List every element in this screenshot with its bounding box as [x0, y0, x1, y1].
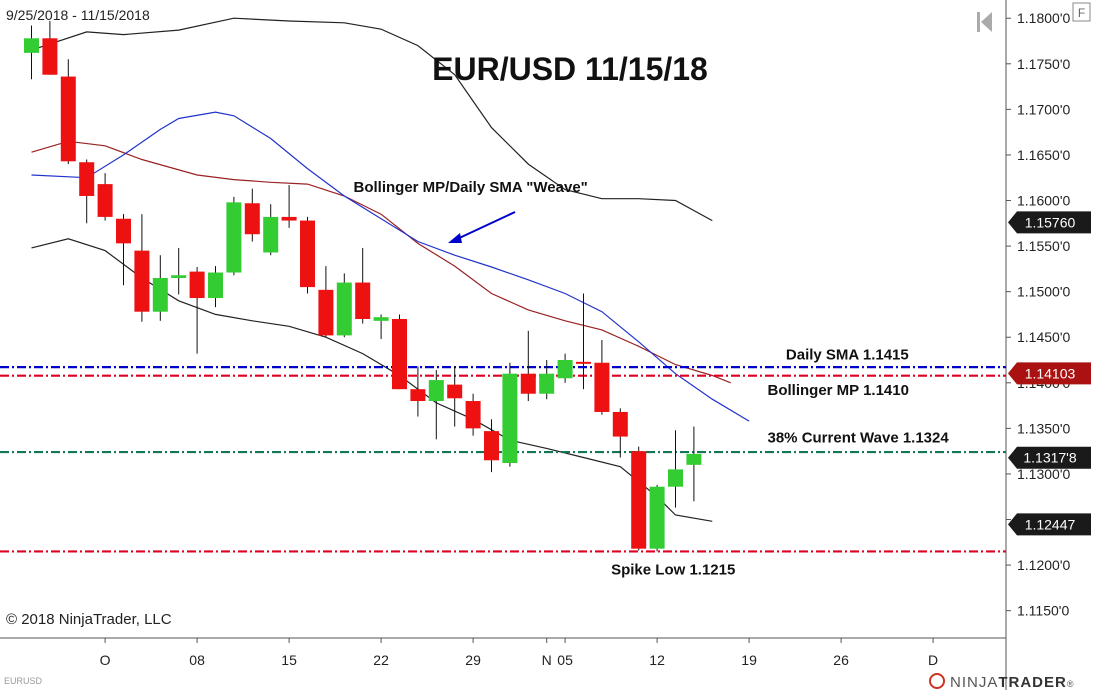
time-tick-label: 22 — [373, 652, 389, 668]
time-tick-label: 12 — [649, 652, 665, 668]
candle-down — [318, 289, 334, 336]
candle-down — [116, 218, 131, 244]
candle-up — [649, 486, 665, 549]
time-tick-label: 26 — [833, 652, 849, 668]
bollinger-lower-line — [31, 238, 713, 522]
time-tick-label: 08 — [189, 652, 205, 668]
price-tick-label: 1.1300'0 — [1017, 466, 1070, 482]
price-tick-label: 1.1350'0 — [1017, 420, 1070, 436]
candle-down — [612, 411, 628, 437]
candle-up — [668, 469, 683, 487]
price-tag-box — [1008, 211, 1091, 234]
candle-down — [60, 76, 76, 162]
candle-up — [539, 373, 555, 394]
price-tag-label: 1.14103 — [1025, 365, 1076, 381]
time-tick-label: N — [542, 652, 552, 668]
candle-up — [428, 380, 444, 402]
f-button[interactable]: F — [1072, 2, 1091, 22]
candle-down — [576, 361, 591, 364]
price-tick-label: 1.1800'0 — [1017, 10, 1070, 26]
time-tick-label: 29 — [465, 652, 481, 668]
symbol-label: EURUSD — [4, 676, 43, 686]
candle-up — [171, 275, 187, 278]
price-tick-label: 1.1150'0 — [1017, 603, 1069, 619]
annotation-label: Spike Low 1.1215 — [611, 562, 735, 579]
candle-down — [631, 451, 647, 549]
price-tick-label: 1.1450'0 — [1017, 329, 1070, 345]
price-tag-box — [1008, 513, 1091, 536]
candle-up — [557, 360, 573, 379]
candle-up — [686, 453, 702, 465]
candle-down — [42, 38, 58, 75]
candle-down — [410, 389, 426, 402]
daily-sma-line — [31, 140, 731, 384]
annotation-label: 38% Current Wave 1.1324 — [768, 429, 950, 446]
candle-down — [520, 373, 536, 394]
candle-down — [594, 362, 610, 412]
brand-sub: TRADER — [998, 674, 1067, 690]
price-tag-box — [1008, 362, 1091, 385]
f-button-label: F — [1078, 6, 1085, 20]
candle-up — [226, 202, 242, 273]
svg-text:NINJATRADER®: NINJATRADER® — [950, 674, 1074, 690]
price-tag-label: 1.12447 — [1025, 516, 1076, 532]
candle-up — [24, 38, 39, 53]
candle-up — [373, 317, 389, 321]
price-tick-label: 1.1550'0 — [1017, 238, 1070, 254]
brand-main: NINJA — [950, 674, 998, 690]
annotation-label: Bollinger MP/Daily SMA "Weave" — [354, 179, 588, 196]
candle-up — [208, 272, 223, 299]
time-tick-label: 19 — [741, 652, 757, 668]
candle-down — [244, 203, 260, 235]
candlesticks — [24, 20, 702, 552]
candle-up — [152, 277, 168, 312]
price-tag-label: 1.15760 — [1025, 214, 1076, 230]
candle-up — [263, 216, 279, 253]
price-tick-label: 1.1500'0 — [1017, 284, 1070, 300]
candle-down — [97, 184, 113, 217]
annotation-label: Daily SMA 1.1415 — [786, 347, 909, 364]
scroll-to-start-icon[interactable] — [977, 12, 992, 32]
candle-down — [484, 431, 499, 461]
annotation-label: Bollinger MP 1.1410 — [768, 382, 909, 399]
candle-down — [300, 220, 315, 288]
annotations: Bollinger MP/Daily SMA "Weave" Daily SMA … — [354, 179, 950, 579]
copyright-text: © 2018 NinjaTrader, LLC — [6, 611, 172, 628]
candle-down — [465, 401, 481, 429]
bollinger-mid-line — [31, 111, 750, 422]
price-tick-label: 1.1600'0 — [1017, 193, 1070, 209]
price-tick-label: 1.1700'0 — [1017, 101, 1070, 117]
candle-down — [392, 319, 407, 390]
candle-down — [447, 384, 463, 399]
price-tags: 1.15760 1.14103 1.1317'8 1.12447 — [1008, 211, 1091, 536]
ninjatrader-logo: NINJATRADER® — [929, 673, 1074, 690]
price-tag-box — [1008, 446, 1091, 469]
time-tick-labels: O 08 15 22 29 N 05 12 19 26 D — [100, 638, 938, 668]
time-tick-label: O — [100, 652, 111, 668]
candle-down — [79, 162, 95, 196]
candle-up — [502, 373, 518, 464]
brand-reg: ® — [1067, 679, 1075, 689]
candle-down — [189, 271, 205, 299]
candle-up — [336, 282, 352, 336]
time-tick-label: D — [928, 652, 938, 668]
price-tick-label: 1.1750'0 — [1017, 56, 1070, 72]
candle-down — [355, 282, 371, 319]
bollinger-upper-line — [31, 17, 713, 222]
price-tick-label: 1.1200'0 — [1017, 557, 1070, 573]
time-tick-label: 05 — [557, 652, 573, 668]
axes — [0, 0, 1007, 690]
horizontal-levels — [0, 366, 1006, 553]
weave-arrow — [448, 211, 516, 243]
price-tick-label: 1.1650'0 — [1017, 147, 1070, 163]
chart-title: EUR/USD 11/15/18 — [432, 51, 708, 87]
time-tick-label: 15 — [281, 652, 297, 668]
price-tag-label: 1.1317'8 — [1023, 450, 1076, 466]
candle-down — [134, 250, 150, 312]
candle-down — [281, 216, 297, 221]
date-range: 9/25/2018 - 11/15/2018 — [6, 7, 150, 23]
